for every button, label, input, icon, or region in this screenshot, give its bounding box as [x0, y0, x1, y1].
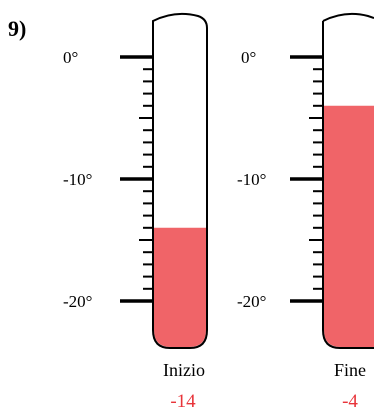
scale-label-10: -10°: [237, 170, 266, 189]
scale-label-10: -10°: [63, 170, 92, 189]
scale-label-0: 0°: [241, 48, 256, 67]
thermometer-value: -14: [170, 391, 196, 412]
thermometer-scale-ticks: [120, 55, 153, 303]
scale-label-0: 0°: [63, 48, 78, 67]
scale-label-20: -20°: [237, 292, 266, 311]
thermometer-value: -4: [342, 391, 358, 412]
thermometer-inizio: 0° -10° -20° Inizio -14: [63, 12, 208, 412]
thermometer-liquid: [154, 227, 206, 347]
scale-label-20: -20°: [63, 292, 92, 311]
thermometer-liquid: [324, 105, 374, 347]
thermometer-caption: Inizio: [163, 360, 205, 380]
thermometer-caption: Fine: [334, 360, 366, 380]
problem-number: 9): [8, 16, 26, 41]
thermometer-scale-ticks: [290, 55, 323, 303]
thermometer-fine: 0° -10° -20° Fine -4: [237, 12, 374, 412]
thermometer-tube-outline: [152, 12, 208, 349]
thermometer-tube-outline: [322, 12, 374, 349]
